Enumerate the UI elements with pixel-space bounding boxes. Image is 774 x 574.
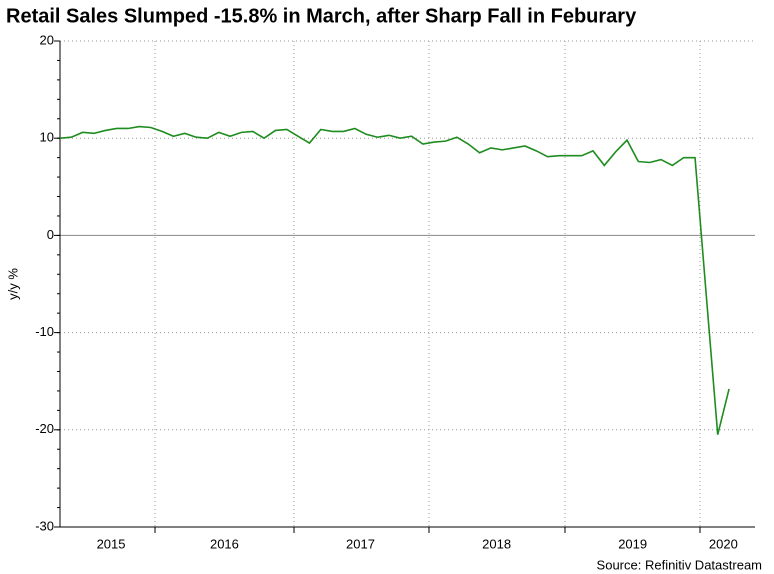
x-tick-label: 2019 bbox=[618, 536, 647, 551]
chart-title: Retail Sales Slumped -15.8% in March, af… bbox=[6, 5, 637, 27]
x-tick-label: 2018 bbox=[482, 536, 511, 551]
y-tick-label: -30 bbox=[35, 518, 54, 533]
year-dividers bbox=[154, 41, 701, 533]
line-series bbox=[59, 125, 730, 435]
x-tick-label: 2016 bbox=[210, 536, 239, 551]
y-tick-label: -10 bbox=[35, 324, 54, 339]
x-tick-label: 2015 bbox=[97, 536, 126, 551]
x-tick-label: 2017 bbox=[346, 536, 375, 551]
source: Source: Refinitiv Datastream bbox=[597, 557, 762, 572]
y-tick-label: -20 bbox=[35, 421, 54, 436]
y-tick-label: 20 bbox=[40, 32, 54, 47]
y-axis-label: y/y % bbox=[5, 268, 20, 300]
x-tick-label: 2020 bbox=[709, 536, 738, 551]
y-tick-label: 10 bbox=[40, 130, 54, 145]
y-tick-label: 0 bbox=[47, 227, 54, 242]
